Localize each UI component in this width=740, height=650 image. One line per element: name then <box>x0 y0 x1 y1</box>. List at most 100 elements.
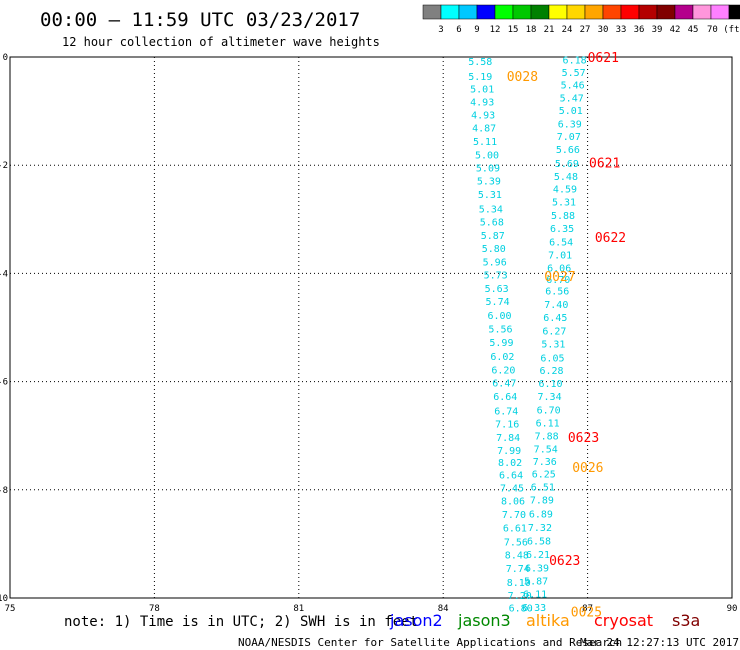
colorbar-label: 27 <box>580 25 591 35</box>
pass-id-label: 0027 <box>544 270 575 285</box>
wave-height-value: 5.48 <box>554 172 578 183</box>
wave-height-value: 7.74 <box>506 564 530 575</box>
wave-height-value: 5.46 <box>561 81 585 92</box>
colorbar-swatch <box>620 4 640 20</box>
chart-subtitle: 12 hour collection of altimeter wave hei… <box>62 35 380 49</box>
wave-height-value: 7.34 <box>538 392 562 403</box>
colorbar-label: 30 <box>598 25 609 35</box>
wave-height-value: 6.05 <box>540 353 564 364</box>
colorbar-swatch <box>638 4 658 20</box>
wave-height-value: 6.56 <box>545 287 569 298</box>
legend-altika: altika <box>526 611 570 630</box>
footer-note: note: 1) Time is in UTC; 2) SWH is in fe… <box>64 614 418 630</box>
colorbar-label: 9 <box>474 25 479 35</box>
wave-height-value: 6.61 <box>503 524 527 535</box>
wave-height-value: 7.40 <box>544 300 568 311</box>
pass-id-label: 0623 <box>568 431 599 446</box>
wave-height-value: 6.25 <box>532 470 556 481</box>
wave-height-value: 5.66 <box>556 145 580 156</box>
y-tick-label: -8 <box>0 486 8 496</box>
wave-height-value: 7.16 <box>495 419 519 430</box>
wave-height-value: 6.89 <box>529 510 553 521</box>
plot-frame <box>9 56 733 599</box>
wave-height-value: 5.87 <box>481 231 505 242</box>
wave-height-value: 6.33 <box>522 603 546 614</box>
satellite-legend: jason2 jason3 altika cryosat s3a <box>389 611 700 630</box>
wave-height-value: 5.63 <box>485 284 509 295</box>
legend-jason3: jason3 <box>457 611 511 630</box>
colorbar-swatch <box>692 4 712 20</box>
colorbar-swatch <box>728 4 740 20</box>
wave-height-value: 6.18 <box>563 56 587 67</box>
chart-title: 00:00 — 11:59 UTC 03/23/2017 <box>40 9 360 31</box>
wave-height-value: 7.20 <box>508 591 532 602</box>
wave-height-value: 7.89 <box>530 496 554 507</box>
colorbar-label: 42 <box>670 25 681 35</box>
wave-height-value: 5.73 <box>484 270 508 281</box>
wave-height-value: 5.34 <box>479 204 503 215</box>
wave-height-value: 5.39 <box>477 176 501 187</box>
y-tick-label: 0 <box>3 53 8 63</box>
wave-height-value: 5.47 <box>560 94 584 105</box>
wave-height-value: 4.87 <box>472 123 496 134</box>
colorbar-label: 12 <box>490 25 501 35</box>
legend-jason2: jason2 <box>389 611 443 630</box>
x-tick-label: 84 <box>438 604 449 614</box>
wave-height-value: 6.06 <box>547 263 571 274</box>
pass-id-label: 0028 <box>507 70 538 85</box>
wave-height-value: 5.01 <box>559 106 583 117</box>
pass-id-label: 0621 <box>588 51 619 66</box>
wave-height-value: 8.02 <box>498 458 522 469</box>
pass-id-label: 0623 <box>549 554 580 569</box>
pass-annotations: 0621 0028 0621 0622 0027 0623 0026 0623 0025 <box>507 51 626 621</box>
wave-height-value: 5.19 <box>468 72 492 83</box>
wave-height-value: 5.80 <box>482 244 506 255</box>
wave-height-value: 7.84 <box>496 433 520 444</box>
x-tick-labels: 75 78 81 84 87 90 <box>5 604 738 614</box>
wave-height-value: 6.58 <box>527 537 551 548</box>
y-tick-label: -2 <box>0 161 8 171</box>
wave-height-value: 6.11 <box>536 419 560 430</box>
colorbar-label: 21 <box>544 25 555 35</box>
colorbar-swatch <box>710 4 730 20</box>
wave-height-value: 5.74 <box>486 297 510 308</box>
wave-height-value: 5.88 <box>551 211 575 222</box>
colorbar-swatch <box>656 4 676 20</box>
wave-height-value: 5.01 <box>470 84 494 95</box>
y-tick-labels: 0 -2 -4 -6 -8 -10 <box>0 53 8 604</box>
wave-height-value: 5.96 <box>483 257 507 268</box>
wave-height-value: 6.35 <box>550 224 574 235</box>
wave-height-value: 7.36 <box>533 457 557 468</box>
colorbar-swatch <box>566 4 586 20</box>
data-points: 5.585.195.014.934.934.875.115.005.095.39… <box>468 56 586 615</box>
colorbar-label: 3 <box>438 25 443 35</box>
wave-height-value: 6.54 <box>549 237 573 248</box>
pass-id-label: 0621 <box>589 156 620 171</box>
wave-height-value: 5.58 <box>468 57 492 68</box>
colorbar-swatch <box>530 4 550 20</box>
wave-height-value: 6.74 <box>494 406 518 417</box>
wave-height-value: 6.11 <box>523 590 547 601</box>
wave-height-value: 7.70 <box>502 510 526 521</box>
wave-height-value: 7.32 <box>528 523 552 534</box>
wave-height-value: 5.69 <box>555 159 579 170</box>
pass-id-label: 0622 <box>595 231 626 246</box>
wave-height-value: 5.57 <box>562 68 586 79</box>
colorbar-label: 24 <box>562 25 573 35</box>
wave-height-value: 4.59 <box>553 184 577 195</box>
wave-height-value: 6.10 <box>538 379 562 390</box>
colorbar-swatch <box>602 4 622 20</box>
wave-height-value: 6.27 <box>542 327 566 338</box>
wave-height-value: 6.70 <box>537 406 561 417</box>
wave-height-value: 6.45 <box>543 313 567 324</box>
wave-height-value: 5.11 <box>473 137 497 148</box>
y-tick-label: -10 <box>0 594 8 604</box>
colorbar-swatch <box>584 4 604 20</box>
wave-height-value: 6.02 <box>490 352 514 363</box>
wave-height-value: 7.56 <box>504 538 528 549</box>
wave-height-value: 5.56 <box>488 325 512 336</box>
wave-height-value: 6.70 <box>546 275 570 286</box>
wave-height-value: 6.39 <box>558 120 582 131</box>
colorbar-label: 36 <box>634 25 645 35</box>
